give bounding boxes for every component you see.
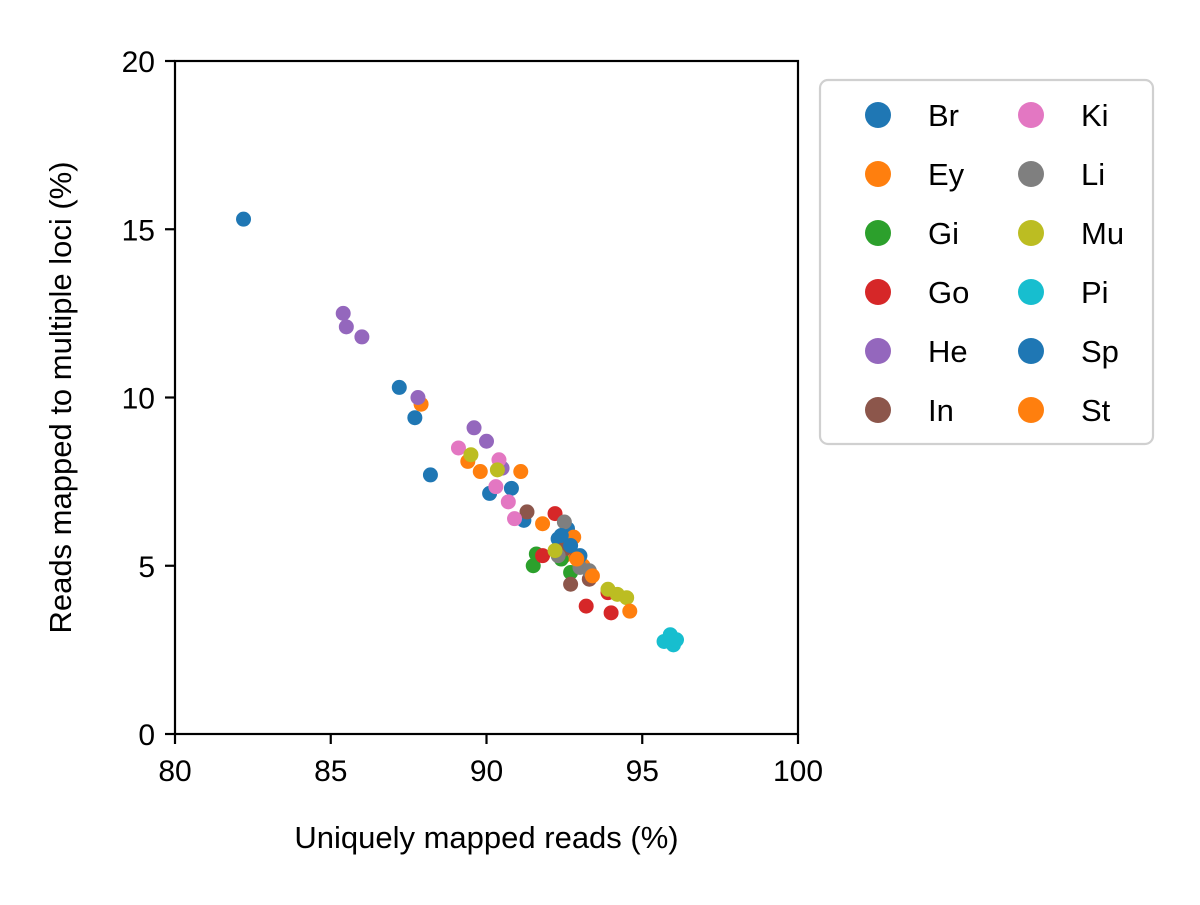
data-point-br-0 xyxy=(236,211,252,227)
legend-label-in: In xyxy=(928,393,954,428)
legend-marker-pi xyxy=(1018,279,1044,305)
data-point-ey-3 xyxy=(513,464,529,480)
data-point-he-3 xyxy=(410,390,426,405)
data-point-sp-0 xyxy=(553,527,569,543)
y-axis-label: Reads mapped to multiple loci (%) xyxy=(43,161,78,633)
data-point-mu-0 xyxy=(463,447,479,463)
legend-marker-st xyxy=(1018,397,1044,423)
legend-label-mu: Mu xyxy=(1081,216,1124,251)
data-point-mu-5 xyxy=(619,590,635,606)
data-point-in-0 xyxy=(519,504,535,520)
legend-label-st: St xyxy=(1081,393,1111,428)
data-point-pi-3 xyxy=(669,632,685,648)
y-tick-label-3: 15 xyxy=(122,214,155,247)
data-point-ey-2 xyxy=(472,464,488,480)
x-tick-label-3: 95 xyxy=(626,755,659,788)
legend-label-li: Li xyxy=(1081,157,1105,192)
data-point-st-2 xyxy=(622,603,638,619)
data-point-ey-4 xyxy=(535,516,551,532)
legend-label-br: Br xyxy=(928,98,959,133)
data-point-he-5 xyxy=(479,433,494,449)
data-point-br-1 xyxy=(391,379,407,395)
legend-marker-gi xyxy=(865,220,891,246)
data-point-he-4 xyxy=(466,420,482,436)
data-point-ki-4 xyxy=(507,511,523,527)
data-point-li-1 xyxy=(556,514,572,530)
legend-marker-in xyxy=(865,397,891,423)
x-tick-label-1: 85 xyxy=(314,755,347,788)
data-point-ki-3 xyxy=(500,494,516,510)
legend-marker-br xyxy=(865,102,891,128)
legend-label-pi: Pi xyxy=(1081,275,1109,310)
data-point-go-2 xyxy=(578,598,594,614)
data-point-go-0 xyxy=(535,548,551,564)
y-tick-label-4: 20 xyxy=(122,46,155,79)
data-point-br-3 xyxy=(422,467,438,483)
y-tick-label-0: 0 xyxy=(138,719,155,752)
data-point-he-0 xyxy=(335,305,351,321)
data-point-mu-2 xyxy=(547,543,563,559)
legend-label-gi: Gi xyxy=(928,216,959,251)
legend-marker-he xyxy=(865,338,891,364)
data-point-br-2 xyxy=(407,410,423,426)
data-point-ki-0 xyxy=(450,440,466,456)
legend-label-ki: Ki xyxy=(1081,98,1109,133)
data-point-gi-0 xyxy=(525,558,541,574)
x-tick-label-0: 80 xyxy=(158,755,191,788)
legend-marker-mu xyxy=(1018,220,1044,246)
legend-marker-sp xyxy=(1018,338,1044,364)
x-axis-label: Uniquely mapped reads (%) xyxy=(294,820,678,855)
legend-label-he: He xyxy=(928,334,968,369)
legend-marker-go xyxy=(865,279,891,305)
data-point-st-1 xyxy=(584,568,600,584)
data-point-st-0 xyxy=(569,551,585,567)
plot-frame xyxy=(173,59,800,736)
legend-label-ey: Ey xyxy=(928,157,965,192)
y-tick-label-2: 10 xyxy=(122,383,155,416)
legend-label-go: Go xyxy=(928,275,969,310)
data-point-ki-1 xyxy=(488,479,504,495)
data-point-mu-1 xyxy=(489,462,505,478)
legend-label-sp: Sp xyxy=(1081,334,1119,369)
legend-marker-ey xyxy=(865,161,891,187)
legend-box xyxy=(818,78,1155,446)
data-point-he-1 xyxy=(338,319,354,335)
data-point-go-4 xyxy=(603,605,619,621)
x-tick-label-2: 90 xyxy=(470,755,503,788)
x-tick-label-4: 100 xyxy=(773,755,823,788)
data-point-he-2 xyxy=(354,329,370,345)
data-point-br-5 xyxy=(503,480,519,496)
data-point-in-2 xyxy=(563,576,579,592)
legend-marker-ki xyxy=(1018,102,1044,128)
data-point-sp-1 xyxy=(563,538,579,554)
legend-marker-li xyxy=(1018,161,1044,187)
y-tick-label-1: 5 xyxy=(138,551,155,584)
